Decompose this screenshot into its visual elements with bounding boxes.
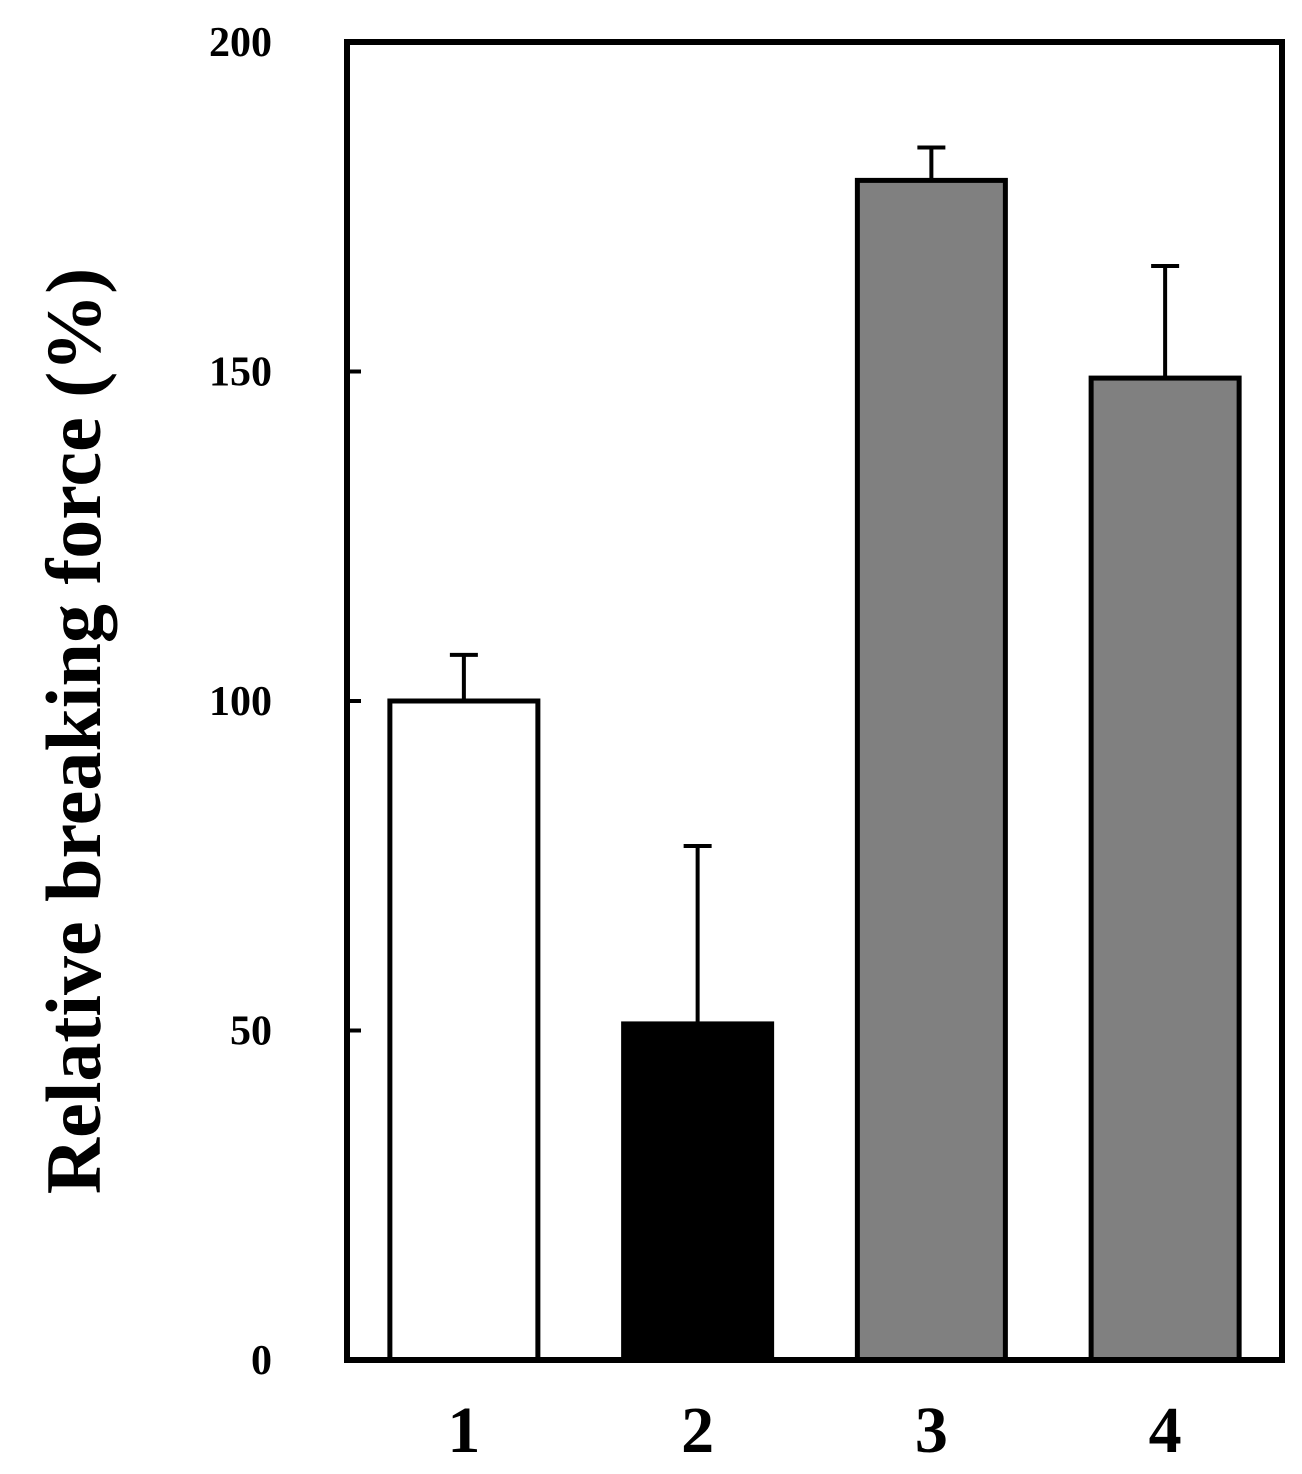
bar-3 (854, 177, 1008, 1363)
x-axis: 1 2 3 4 (447, 1394, 1181, 1467)
x-tick-label-4: 4 (1149, 1394, 1182, 1467)
x-tick-label-2: 2 (681, 1394, 714, 1467)
bar-2 (621, 1021, 775, 1363)
y-tick-label-150: 150 (209, 350, 272, 396)
y-axis: 0 50 100 150 200 (209, 20, 361, 1384)
x-tick-label-3: 3 (915, 1394, 948, 1467)
bar-4 (1088, 375, 1242, 1363)
error-bar-1 (449, 652, 478, 701)
bars-layer (387, 177, 1242, 1363)
y-tick-label-100: 100 (209, 679, 272, 725)
y-tick-label-50: 50 (230, 1009, 272, 1055)
error-bar-2 (683, 843, 712, 1024)
x-tick-label-1: 1 (447, 1394, 480, 1467)
error-bar-3 (917, 145, 946, 181)
y-axis-title: Relative breaking force (%) (30, 268, 117, 1194)
error-bars-layer (449, 145, 1180, 1024)
error-bar-4 (1151, 264, 1180, 379)
y-tick-label-200: 200 (209, 20, 272, 66)
bar-1 (387, 698, 541, 1363)
y-tick-label-0: 0 (251, 1338, 272, 1384)
